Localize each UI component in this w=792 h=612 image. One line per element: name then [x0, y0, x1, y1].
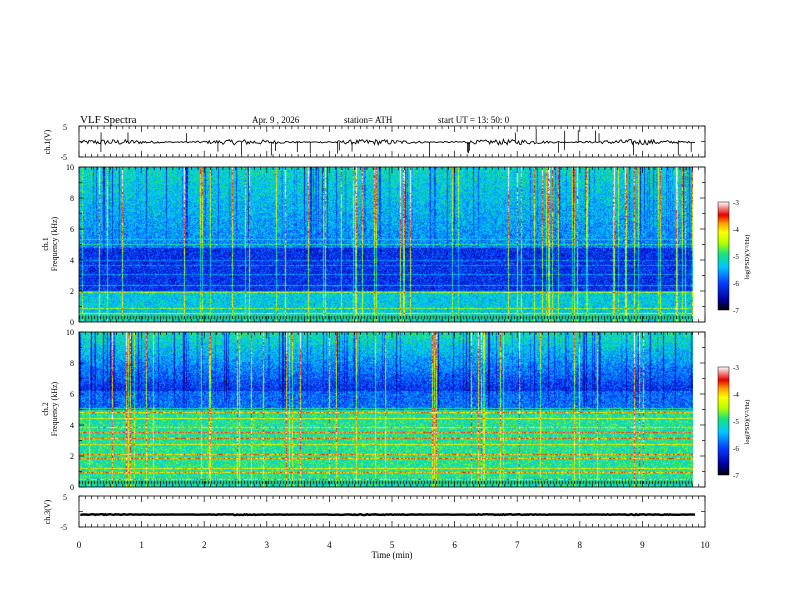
- xtick-3: 3: [265, 540, 270, 550]
- ch1-ytick-top: 5: [63, 123, 67, 132]
- ch1-waveform-line: [79, 137, 696, 147]
- ch1-colorbar-tick-m6: -6: [733, 280, 739, 288]
- ch3-ytick-top: 5: [63, 493, 67, 502]
- ch1-waveform-ylabel: ch.1(V): [43, 129, 52, 154]
- ch1-spectrogram-ylabel-channel: ch.1: [41, 237, 50, 251]
- xtick-10: 10: [701, 540, 711, 550]
- ch2-ytick-8: 8: [70, 359, 74, 368]
- xtick-8: 8: [578, 540, 583, 550]
- ch2-spectrogram-ylabel-frequency: Frequency (kHz): [50, 381, 59, 436]
- ch2-colorbar-tick-m6: -6: [733, 445, 739, 453]
- ch1-ytick-6: 6: [70, 225, 74, 234]
- time-ticks: [78, 125, 706, 528]
- xtick-2: 2: [202, 540, 207, 550]
- ch2-ytick-0: 0: [70, 483, 74, 492]
- xtick-1: 1: [139, 540, 144, 550]
- ch2-ytick-10: 10: [66, 328, 74, 337]
- x-axis-label: Time (min): [372, 550, 413, 560]
- ch2-spectrogram-panel: 0 2 4 6 8 10 ch.2 Frequency (kHz) -3 -4 …: [41, 328, 751, 492]
- ch2-ytick-4: 4: [70, 421, 74, 430]
- ch1-waveform-spikes: [100, 128, 692, 156]
- ch1-spectrogram-ylabel-frequency: Frequency (kHz): [50, 216, 59, 271]
- xtick-7: 7: [515, 540, 520, 550]
- ch2-spectrogram-ylabel-channel: ch.2: [41, 402, 50, 416]
- ch1-ytick-bottom: -5: [60, 153, 67, 162]
- ch1-colorbar-label: log(PSD)(V²/Hz): [744, 235, 751, 280]
- ch1-spectrogram-image: [79, 167, 693, 322]
- station-label: station= ATH: [344, 115, 393, 125]
- ch2-colorbar-label: log(PSD)(V²/Hz): [744, 400, 751, 445]
- ch1-spectrogram-panel: 0 2 4 6 8 10 ch.1 Frequency (kHz) -3 -4 …: [41, 163, 751, 327]
- ch1-colorbar-tick-m4: -4: [733, 226, 739, 234]
- ch2-colorbar-tick-m4: -4: [733, 391, 739, 399]
- ch1-colorbar-tick-m7: -7: [733, 307, 739, 315]
- ch1-ytick-0: 0: [70, 318, 74, 327]
- ch1-colorbar: [717, 201, 730, 311]
- ch2-ytick-6: 6: [70, 390, 74, 399]
- date-label: Apr. 9 , 2026: [252, 115, 300, 125]
- x-axis: 0 1 2 3 4 5 6 7 8 9 10 Time (min): [77, 540, 710, 560]
- xtick-6: 6: [452, 540, 457, 550]
- ch1-colorbar-tick-m3: -3: [733, 199, 739, 207]
- ch3-waveform-line: [80, 512, 696, 517]
- ch1-ytick-10: 10: [66, 163, 74, 172]
- ch1-ytick-2: 2: [70, 287, 74, 296]
- ch2-colorbar-tick-m7: -7: [733, 472, 739, 480]
- xtick-9: 9: [640, 540, 645, 550]
- ch2-colorbar-tick-m5: -5: [733, 418, 739, 426]
- ch1-ytick-4: 4: [70, 256, 74, 265]
- ch1-colorbar-tick-m5: -5: [733, 253, 739, 261]
- figure-title: VLF Spectra: [80, 114, 137, 126]
- xtick-5: 5: [390, 540, 395, 550]
- ch3-ytick-bottom: -5: [60, 523, 67, 532]
- ch2-ytick-2: 2: [70, 452, 74, 461]
- start-time-label: start UT = 13: 50: 0: [438, 115, 510, 125]
- ch1-waveform-panel: 5 -5 ch.1(V): [43, 123, 706, 162]
- ch3-waveform-panel: 5 -5 ch.3(V): [43, 493, 706, 532]
- ch2-colorbar-tick-m3: -3: [733, 364, 739, 372]
- ch3-waveform-ylabel: ch.3(V): [43, 499, 52, 524]
- ch1-ytick-8: 8: [70, 194, 74, 203]
- ch2-colorbar: [717, 366, 730, 476]
- ch2-spectrogram-image: [79, 332, 693, 487]
- xtick-0: 0: [77, 540, 82, 550]
- xtick-4: 4: [327, 540, 332, 550]
